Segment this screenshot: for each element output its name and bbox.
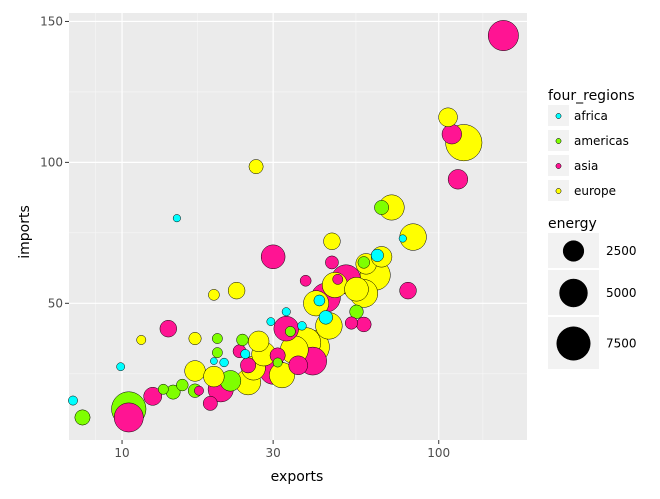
legend-key-americas [555,138,562,144]
y-axis-ticks: 50 100 150 [40,14,69,310]
data-point-asia [399,281,417,300]
legend-key-africa [555,113,562,119]
data-point-asia [325,255,339,270]
data-point-europe [248,330,270,352]
data-point-africa [240,349,251,359]
data-point-africa [313,294,326,307]
size-legend-title: energy [548,216,597,232]
data-point-europe [203,365,225,388]
x-axis-title: exports [271,469,324,485]
size-key-2500 [562,240,585,262]
size-label-2500: 2500 [606,244,637,258]
data-point-africa [370,248,384,262]
size-key-7500 [556,326,591,361]
data-point-asia [299,274,312,287]
data-point-asia [240,357,256,374]
data-point-europe [248,159,264,174]
x-tick-label: 10 [114,446,129,460]
data-point-europe [208,289,220,301]
x-tick-label: 30 [265,446,280,460]
data-point-asia [159,320,177,338]
data-point-americas [285,326,296,337]
y-tick-label: 150 [40,14,63,28]
y-tick-label: 50 [48,296,63,310]
color-legend: four_regions africa americas asia europe [548,88,635,201]
data-point-asia [356,316,372,333]
data-point-europe [188,332,202,346]
data-point-africa [210,357,218,365]
size-legend: energy 2500 5000 7500 [548,216,637,369]
data-point-africa [266,317,276,326]
data-point-asia [288,355,308,375]
size-key-5000 [559,278,588,308]
legend-label-asia: asia [574,159,598,173]
data-point-americas [212,333,223,344]
size-label-7500: 7500 [606,337,637,351]
data-points [68,20,519,433]
data-point-asia [441,124,462,145]
panel-background [69,13,527,440]
data-point-americas [272,357,283,368]
data-point-asia [194,385,204,396]
data-point-europe [227,281,246,300]
size-label-5000: 5000 [606,286,637,300]
plot-panel [69,13,527,440]
data-point-africa [116,362,125,372]
color-legend-title: four_regions [548,88,635,104]
data-point-americas [357,256,370,269]
data-point-americas [176,378,189,392]
data-point-europe [323,232,341,250]
data-point-americas [374,200,389,215]
data-point-asia [113,402,144,433]
data-point-europe [344,277,369,302]
data-point-asia [143,387,163,406]
data-point-africa [297,321,307,331]
y-axis-title: imports [17,205,33,259]
data-point-asia [332,273,344,285]
data-point-africa [318,310,333,325]
data-point-americas [74,409,91,426]
data-point-americas [349,304,364,319]
data-point-africa [172,214,181,223]
data-point-americas [212,347,223,358]
data-point-africa [281,307,291,317]
data-point-americas [157,383,169,395]
legend-key-europe [555,188,562,194]
data-point-asia [260,244,286,270]
legend-label-africa: africa [574,109,608,123]
data-point-europe [136,335,147,345]
data-point-europe [184,360,206,382]
legend-key-asia [555,163,562,169]
data-point-europe [438,107,458,127]
data-point-asia [447,169,469,190]
data-point-africa [68,395,78,406]
data-point-asia [202,395,218,411]
x-tick-label: 100 [427,446,450,460]
legend-label-europe: europe [574,184,616,198]
data-point-asia [344,316,358,330]
x-axis-ticks: 10 30 100 [114,440,450,460]
y-tick-label: 100 [40,155,63,169]
legend-label-americas: americas [574,134,629,148]
data-point-asia [487,20,519,51]
data-point-americas [236,333,249,347]
data-point-africa [398,234,407,243]
data-point-africa [219,357,229,368]
